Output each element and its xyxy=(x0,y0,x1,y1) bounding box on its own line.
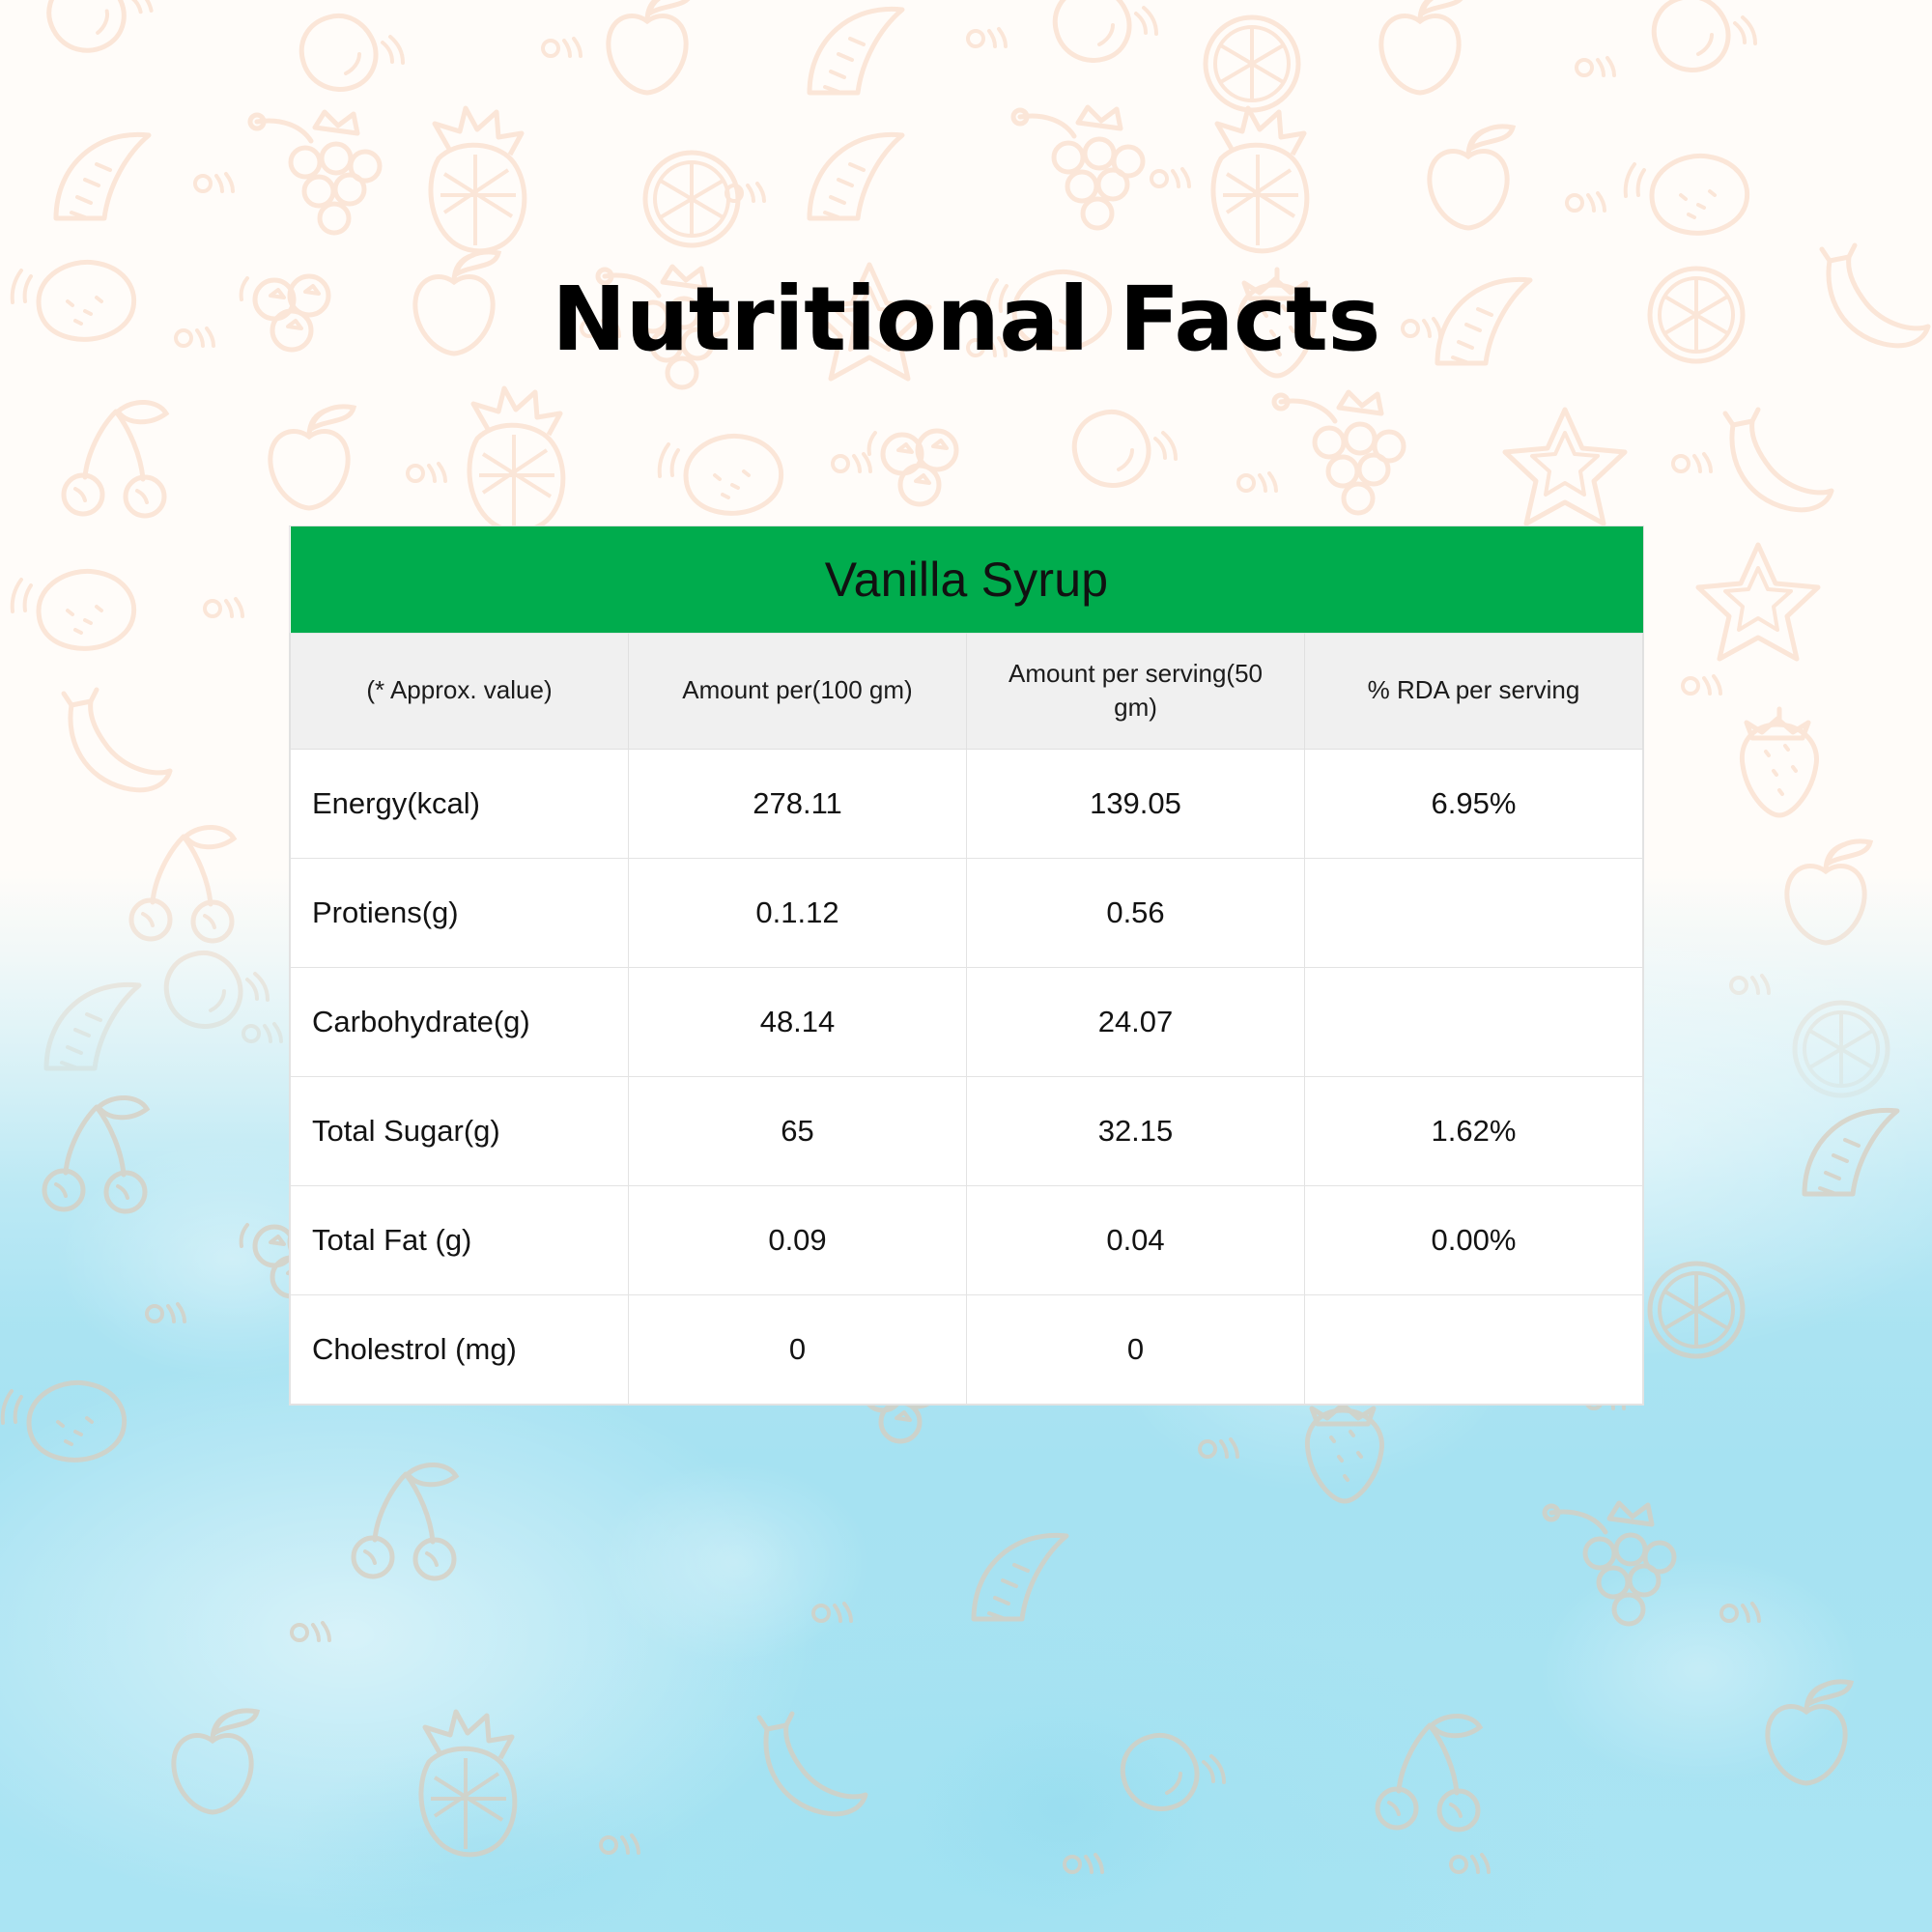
value-per-serving: 0.04 xyxy=(966,1184,1305,1295)
nutrient-name: Total Sugar(g) xyxy=(290,1075,629,1186)
value-rda: 6.95% xyxy=(1304,748,1643,859)
nutrient-name: Total Fat (g) xyxy=(290,1184,629,1295)
table-head: Vanilla Syrup (* Approx. value) Amount p… xyxy=(290,526,1643,750)
table-row: Carbohydrate(g) 48.14 24.07 xyxy=(290,966,1643,1077)
value-per-serving: 0 xyxy=(966,1293,1305,1405)
value-per-100g: 48.14 xyxy=(628,966,967,1077)
value-per-100g: 65 xyxy=(628,1075,967,1186)
value-per-serving: 24.07 xyxy=(966,966,1305,1077)
nutrition-table-container: Vanilla Syrup (* Approx. value) Amount p… xyxy=(290,526,1643,1405)
value-per-100g: 0.1.12 xyxy=(628,857,967,968)
nutrition-facts-table: Vanilla Syrup (* Approx. value) Amount p… xyxy=(290,526,1643,1405)
column-header-row: (* Approx. value) Amount per(100 gm) Amo… xyxy=(290,632,1643,750)
table-row: Energy(kcal) 278.11 139.05 6.95% xyxy=(290,748,1643,859)
table-row: Cholestrol (mg) 0 0 xyxy=(290,1293,1643,1405)
value-per-serving: 0.56 xyxy=(966,857,1305,968)
column-header-approx-value: (* Approx. value) xyxy=(290,632,629,750)
value-per-100g: 278.11 xyxy=(628,748,967,859)
nutrient-name: Carbohydrate(g) xyxy=(290,966,629,1077)
value-per-100g: 0.09 xyxy=(628,1184,967,1295)
table-row: Total Sugar(g) 65 32.15 1.62% xyxy=(290,1075,1643,1186)
value-per-100g: 0 xyxy=(628,1293,967,1405)
product-name: Vanilla Syrup xyxy=(824,552,1109,607)
nutrient-name: Cholestrol (mg) xyxy=(290,1293,629,1405)
value-per-serving: 32.15 xyxy=(966,1075,1305,1186)
table-row: Total Fat (g) 0.09 0.04 0.00% xyxy=(290,1184,1643,1295)
value-rda xyxy=(1304,857,1643,968)
page-title: Nutritional Facts xyxy=(552,268,1380,371)
nutrient-name: Protiens(g) xyxy=(290,857,629,968)
value-rda xyxy=(1304,966,1643,1077)
value-per-serving: 139.05 xyxy=(966,748,1305,859)
value-rda: 1.62% xyxy=(1304,1075,1643,1186)
column-header-amount-per-serving: Amount per serving(50 gm) xyxy=(966,632,1305,750)
product-banner-row: Vanilla Syrup xyxy=(290,526,1643,633)
nutrient-name: Energy(kcal) xyxy=(290,748,629,859)
product-banner-cell: Vanilla Syrup xyxy=(290,526,1643,633)
value-rda: 0.00% xyxy=(1304,1184,1643,1295)
value-rda xyxy=(1304,1293,1643,1405)
column-header-rda-per-serving: % RDA per serving xyxy=(1304,632,1643,750)
table-body: Energy(kcal) 278.11 139.05 6.95% Protien… xyxy=(290,748,1643,1405)
column-header-amount-per-100g: Amount per(100 gm) xyxy=(628,632,967,750)
table-row: Protiens(g) 0.1.12 0.56 xyxy=(290,857,1643,968)
